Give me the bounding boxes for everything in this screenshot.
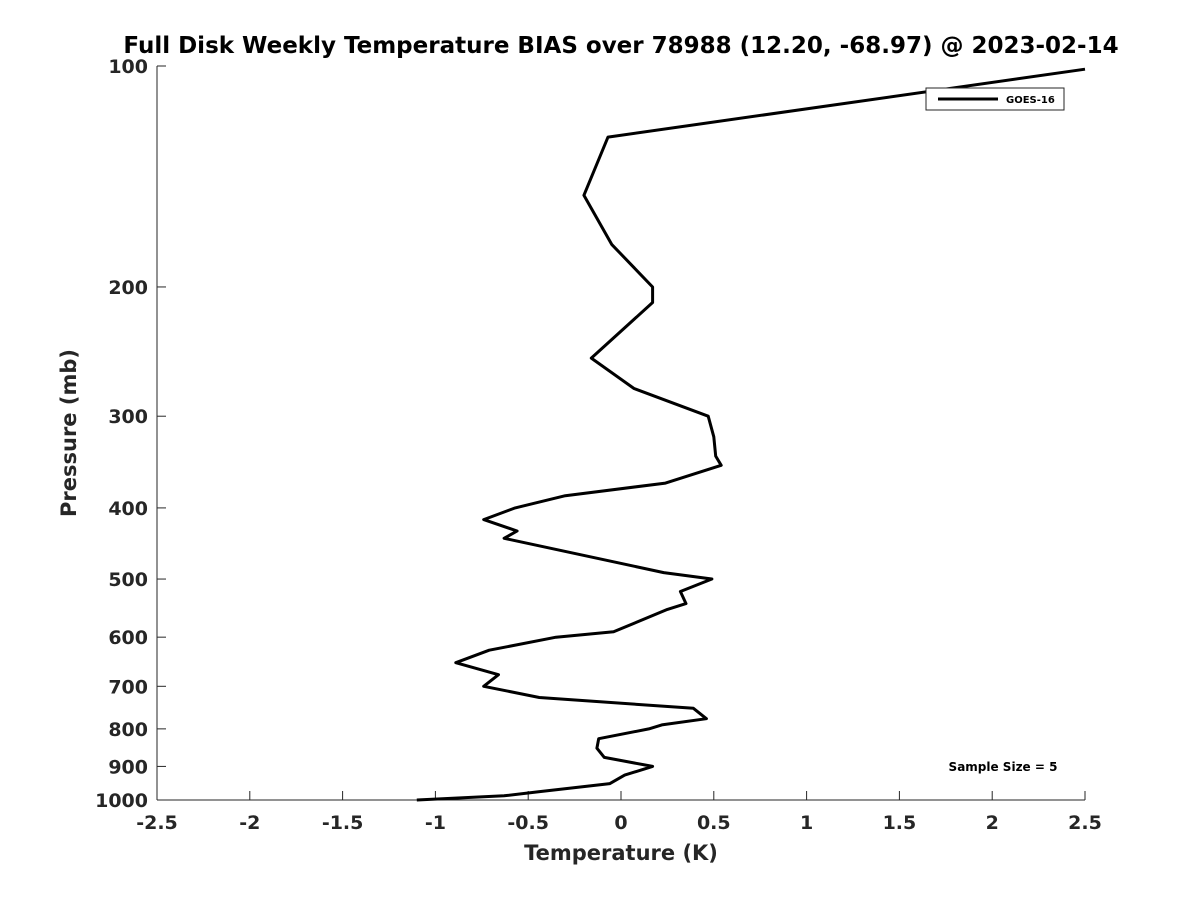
y-tick-label: 800 [108,719,148,741]
y-tick-label: 1000 [95,790,148,812]
y-axis-label: Pressure (mb) [57,349,81,517]
x-axis-label: Temperature (K) [524,841,718,865]
x-tick-label: 1 [800,812,813,834]
x-tick-label: -2 [239,812,260,834]
x-tick-label: 0 [614,812,627,834]
sample-size-annotation: Sample Size = 5 [949,760,1058,774]
legend-label: GOES-16 [1006,95,1055,106]
y-tick-label: 900 [108,756,148,778]
series-line-goes-16 [416,67,1086,802]
y-tick-label: 700 [108,676,148,698]
x-tick-label: 2 [986,812,999,834]
axes-layer: -2.5 -2 -1.5 -1 -0.5 0 0.5 1 1.5 2 2.5 100 200 300 400… [95,56,1102,834]
x-tick-label: -1.5 [322,812,364,834]
x-tick-label: 1.5 [883,812,917,834]
y-tick-label: 500 [108,569,148,591]
x-tick-label: -2.5 [136,812,178,834]
x-tick-label: -0.5 [507,812,549,834]
x-tick-label: 0.5 [697,812,731,834]
x-tick-label: -1 [425,812,446,834]
plot-area [416,67,1086,802]
y-tick-label: 300 [108,406,148,428]
chart-title: Full Disk Weekly Temperature BIAS over 7… [123,33,1118,59]
y-tick-label: 100 [108,56,148,78]
y-tick-label: 400 [108,498,148,520]
x-tick-label: 2.5 [1068,812,1102,834]
y-tick-label: 200 [108,277,148,299]
legend: GOES-16 [925,87,1065,111]
y-tick-label: 600 [108,627,148,649]
